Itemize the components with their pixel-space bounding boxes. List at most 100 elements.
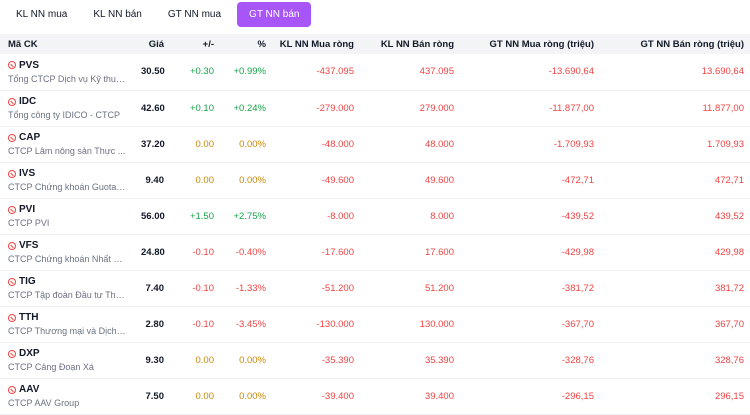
col-header-gt-ban-rong[interactable]: GT NN Bán ròng (triệu) bbox=[640, 38, 744, 50]
stock-cell[interactable]: CAP CTCP Lâm nông sản Thực ... bbox=[0, 126, 135, 162]
stock-symbol[interactable]: PVI bbox=[8, 204, 129, 215]
kl-mua-rong-cell: -17.600 bbox=[321, 246, 354, 258]
stock-cell[interactable]: PVI CTCP PVI bbox=[0, 198, 135, 234]
change-cell: -0.10 bbox=[192, 246, 214, 258]
foreign-sell-icon bbox=[8, 169, 16, 178]
tab-bar: KL NN mua KL NN bán GT NN mua GT NN bán bbox=[0, 0, 750, 28]
gt-ban-rong-cell: 472,71 bbox=[714, 174, 744, 186]
table-row[interactable]: IVS CTCP Chứng khoán Guotai ... 9.40 0.00 0.… bbox=[0, 162, 750, 198]
stock-cell[interactable]: PVS Tổng CTCP Dịch vụ Kỹ thuậ... bbox=[0, 54, 135, 90]
stock-cell[interactable]: AAV CTCP AAV Group bbox=[0, 378, 135, 414]
table-row[interactable]: PVI CTCP PVI 56.00 +1.50 +2.75% -8.000 8.000 -4… bbox=[0, 198, 750, 234]
percent-cell: -0.40% bbox=[235, 246, 266, 258]
stock-symbol[interactable]: VFS bbox=[8, 240, 129, 251]
price-cell: 7.40 bbox=[145, 282, 165, 294]
gt-mua-rong-cell: -472,71 bbox=[561, 174, 594, 186]
company-name: CTCP PVI bbox=[8, 218, 50, 228]
kl-ban-rong-cell: 51.200 bbox=[424, 282, 454, 294]
stock-symbol[interactable]: IVS bbox=[8, 168, 129, 179]
col-header-symbol[interactable]: Mã CK bbox=[8, 38, 38, 50]
col-header-price[interactable]: Giá bbox=[148, 38, 164, 50]
change-cell: 0.00 bbox=[195, 354, 215, 366]
table-row[interactable]: TTH CTCP Thương mại và Dịch ... 2.80 -0.10 -… bbox=[0, 306, 750, 342]
kl-mua-rong-cell: -130.000 bbox=[316, 318, 354, 330]
symbol-text: DXP bbox=[19, 348, 40, 359]
change-cell: +0.30 bbox=[189, 66, 214, 78]
table-row[interactable]: CAP CTCP Lâm nông sản Thực ... 37.20 0.00 0.… bbox=[0, 126, 750, 162]
table-row[interactable]: DXP CTCP Cảng Đoạn Xá 9.30 0.00 0.00% -35.390… bbox=[0, 342, 750, 378]
stock-symbol[interactable]: TIG bbox=[8, 276, 129, 287]
stock-cell[interactable]: VFS CTCP Chứng khoán Nhất Việt bbox=[0, 234, 135, 270]
stock-cell[interactable]: IDC Tổng công ty IDICO - CTCP bbox=[0, 90, 135, 126]
foreign-sell-icon bbox=[8, 385, 16, 394]
kl-mua-rong-cell: -279.000 bbox=[316, 102, 354, 114]
gt-mua-rong-cell: -328,76 bbox=[561, 354, 594, 366]
symbol-text: IVS bbox=[19, 168, 36, 179]
table-row[interactable]: TIG CTCP Tập đoàn Đầu tư Thă... 7.40 -0.10 -… bbox=[0, 270, 750, 306]
table-row[interactable]: IDC Tổng công ty IDICO - CTCP 42.60 +0.10 +0… bbox=[0, 90, 750, 126]
change-cell: -0.10 bbox=[192, 318, 214, 330]
kl-ban-rong-cell: 48.000 bbox=[424, 138, 454, 150]
gt-mua-rong-cell: -367,70 bbox=[561, 318, 594, 330]
tab-gt-nn-mua[interactable]: GT NN mua bbox=[167, 8, 222, 20]
col-header-change[interactable]: +/- bbox=[202, 38, 214, 50]
symbol-text: PVI bbox=[19, 204, 36, 215]
stock-symbol[interactable]: DXP bbox=[8, 348, 129, 359]
tab-gt-nn-ban[interactable]: GT NN bán bbox=[237, 1, 312, 27]
table-header: Mã CK Giá +/- % KL NN Mua ròng KL NN Bán… bbox=[0, 34, 750, 54]
percent-cell: 0.00% bbox=[239, 354, 266, 366]
gt-ban-rong-cell: 11.877,00 bbox=[702, 102, 744, 114]
stock-cell[interactable]: TIG CTCP Tập đoàn Đầu tư Thă... bbox=[0, 270, 135, 306]
foreign-sell-icon bbox=[8, 241, 16, 250]
company-name: Tổng công ty IDICO - CTCP bbox=[8, 110, 121, 120]
col-header-kl-ban-rong[interactable]: KL NN Bán ròng bbox=[380, 38, 454, 50]
tab-kl-nn-ban[interactable]: KL NN bán bbox=[93, 8, 142, 20]
col-header-kl-mua-rong[interactable]: KL NN Mua ròng bbox=[279, 38, 354, 50]
gt-ban-rong-cell: 429,98 bbox=[714, 246, 744, 258]
change-cell: +1.50 bbox=[189, 210, 214, 222]
stock-symbol[interactable]: PVS bbox=[8, 60, 129, 71]
foreign-sell-icon bbox=[8, 277, 16, 286]
stock-symbol[interactable]: IDC bbox=[8, 96, 129, 107]
percent-cell: -3.45% bbox=[235, 318, 266, 330]
gt-mua-rong-cell: -13.690,64 bbox=[548, 66, 594, 78]
stock-symbol[interactable]: CAP bbox=[8, 132, 129, 143]
kl-mua-rong-cell: -51.200 bbox=[321, 282, 354, 294]
table-row[interactable]: VFS CTCP Chứng khoán Nhất Việt 24.80 -0.10 -… bbox=[0, 234, 750, 270]
change-cell: -0.10 bbox=[192, 282, 214, 294]
gt-mua-rong-cell: -1.709,93 bbox=[553, 138, 594, 150]
gt-ban-rong-cell: 439,52 bbox=[714, 210, 744, 222]
price-cell: 37.20 bbox=[141, 138, 165, 150]
gt-ban-rong-cell: 381,72 bbox=[714, 282, 744, 294]
price-cell: 7.50 bbox=[145, 390, 165, 402]
stock-cell[interactable]: TTH CTCP Thương mại và Dịch ... bbox=[0, 306, 135, 342]
gt-mua-rong-cell: -439,52 bbox=[561, 210, 594, 222]
foreign-sell-icon bbox=[8, 313, 16, 322]
company-name: CTCP Thương mại và Dịch ... bbox=[8, 326, 126, 336]
symbol-text: TTH bbox=[19, 312, 39, 323]
gt-ban-rong-cell: 328,76 bbox=[714, 354, 744, 366]
table-row[interactable]: PVS Tổng CTCP Dịch vụ Kỹ thuậ... 30.50 +0.3… bbox=[0, 54, 750, 90]
percent-cell: 0.00% bbox=[239, 174, 266, 186]
col-header-percent[interactable]: % bbox=[257, 38, 266, 50]
gt-ban-rong-cell: 296,15 bbox=[714, 390, 744, 402]
gt-mua-rong-cell: -381,72 bbox=[561, 282, 594, 294]
kl-ban-rong-cell: 279.000 bbox=[419, 102, 454, 114]
stock-symbol[interactable]: AAV bbox=[8, 384, 129, 395]
col-header-gt-mua-rong[interactable]: GT NN Mua ròng (triệu) bbox=[489, 38, 595, 50]
foreign-sell-icon bbox=[8, 97, 16, 106]
tab-kl-nn-mua[interactable]: KL NN mua bbox=[16, 8, 68, 20]
table-row[interactable]: AAV CTCP AAV Group 7.50 0.00 0.00% -39.400 39.… bbox=[0, 378, 750, 414]
symbol-text: CAP bbox=[19, 132, 41, 143]
gt-mua-rong-cell: -11.877,00 bbox=[549, 102, 594, 114]
gt-mua-rong-cell: -296,15 bbox=[561, 390, 594, 402]
kl-ban-rong-cell: 437.095 bbox=[419, 66, 454, 78]
kl-mua-rong-cell: -39.400 bbox=[321, 390, 354, 402]
gt-ban-rong-cell: 1.709,93 bbox=[707, 138, 744, 150]
stock-cell[interactable]: IVS CTCP Chứng khoán Guotai ... bbox=[0, 162, 135, 198]
foreign-sell-icon bbox=[8, 205, 16, 214]
stock-symbol[interactable]: TTH bbox=[8, 312, 129, 323]
kl-mua-rong-cell: -8.000 bbox=[327, 210, 354, 222]
price-cell: 2.80 bbox=[145, 318, 165, 330]
stock-cell[interactable]: DXP CTCP Cảng Đoạn Xá bbox=[0, 342, 135, 378]
